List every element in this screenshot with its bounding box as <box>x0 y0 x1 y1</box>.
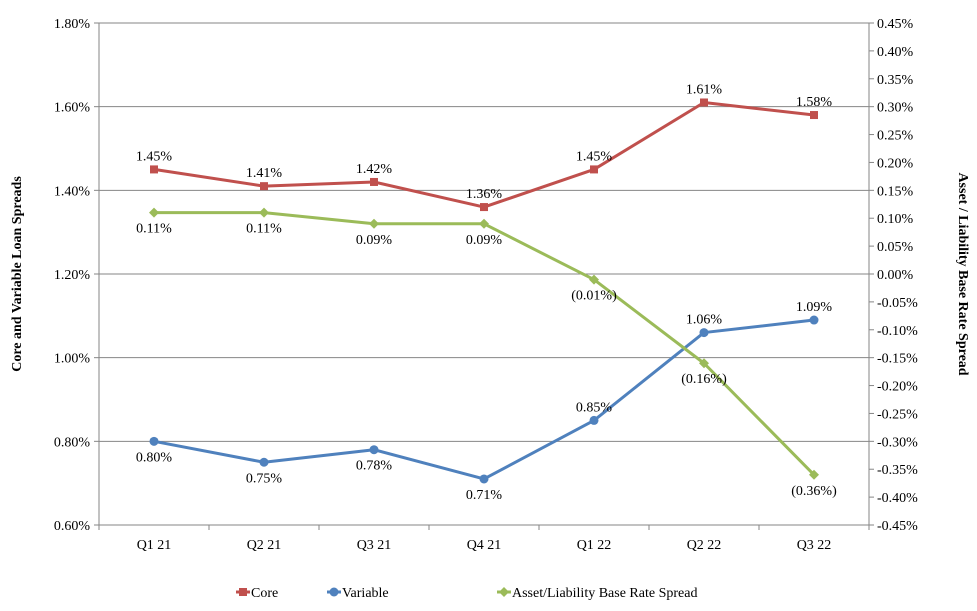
data-point-asset-liability-base-rate-spread <box>479 218 489 229</box>
data-label-core: 1.58% <box>796 95 833 110</box>
right-tick-label: 0.25% <box>877 129 914 144</box>
legend-item-core: Core <box>236 586 278 601</box>
x-tick-label: Q3 21 <box>357 538 392 553</box>
legend-swatch-marker <box>329 587 339 597</box>
data-label-core: 1.41% <box>246 166 283 181</box>
left-tick-label: 0.80% <box>54 435 91 450</box>
data-point-variable <box>809 315 819 325</box>
gridlines <box>99 106 869 442</box>
data-point-core <box>810 111 818 120</box>
legend-swatch-marker <box>239 588 247 596</box>
right-tick-label: 0.15% <box>877 184 914 199</box>
left-tick-label: 1.40% <box>54 184 91 199</box>
data-label-asset-liability-base-rate-spread: (0.16%) <box>681 372 727 387</box>
data-label-core: 1.36% <box>466 187 503 202</box>
left-axis-title: Core and Variable Loan Spreads <box>10 176 25 372</box>
data-label-asset-liability-base-rate-spread: (0.36%) <box>791 484 837 499</box>
right-tick-label: 0.00% <box>877 268 914 283</box>
data-label-asset-liability-base-rate-spread: 0.11% <box>136 222 172 237</box>
data-point-asset-liability-base-rate-spread <box>369 218 379 229</box>
data-label-core: 1.61% <box>686 82 723 97</box>
legend-label: Asset/Liability Base Rate Spread <box>512 586 697 601</box>
data-label-asset-liability-base-rate-spread: 0.09% <box>466 233 503 248</box>
data-point-core <box>590 165 598 174</box>
series-core <box>150 98 818 212</box>
left-axis-ticks: 0.60% 0.80% 1.00% 1.20% 1.40% 1.60% 1.80% <box>54 17 99 534</box>
data-label-variable: 0.71% <box>466 488 503 503</box>
right-tick-label: -0.45% <box>877 519 918 534</box>
legend-item-asset-liability-base-rate-spread: Asset/Liability Base Rate Spread <box>497 586 697 601</box>
left-tick-label: 1.80% <box>54 17 91 32</box>
data-label-variable: 0.80% <box>136 450 173 465</box>
right-tick-label: -0.05% <box>877 296 918 311</box>
right-tick-label: -0.30% <box>877 435 918 450</box>
data-point-asset-liability-base-rate-spread <box>699 358 709 369</box>
data-label-core: 1.45% <box>136 149 173 164</box>
right-tick-label: 0.40% <box>877 45 914 60</box>
x-tick-label: Q4 21 <box>467 538 502 553</box>
data-label-variable: 1.09% <box>796 300 833 315</box>
data-point-asset-liability-base-rate-spread <box>259 207 269 218</box>
x-tick-label: Q1 21 <box>137 538 172 553</box>
right-tick-label: -0.10% <box>877 324 918 339</box>
series-asset-liability-base-rate-spread <box>149 207 819 480</box>
right-tick-label: 0.10% <box>877 212 914 227</box>
data-point-variable <box>369 445 379 455</box>
data-labels: 1.45% 1.41% 1.42% 1.36% 1.45% 1.61% 1.58% 0.80%… <box>136 82 837 503</box>
data-point-variable <box>589 415 599 425</box>
legend-label: Core <box>251 586 278 601</box>
right-tick-label: 0.30% <box>877 101 914 116</box>
data-point-core <box>700 98 708 107</box>
right-tick-label: -0.15% <box>877 352 918 367</box>
right-axis-ticks: -0.45% -0.40% -0.35% -0.30% -0.25% -0.20% -0.1… <box>869 17 918 534</box>
data-label-core: 1.42% <box>356 162 393 177</box>
legend-label: Variable <box>342 586 389 601</box>
data-label-variable: 1.06% <box>686 313 723 328</box>
data-point-asset-liability-base-rate-spread <box>149 207 159 218</box>
data-label-asset-liability-base-rate-spread: (0.01%) <box>571 289 617 304</box>
data-point-core <box>150 165 158 174</box>
right-tick-label: 0.20% <box>877 156 914 171</box>
data-point-core <box>480 203 488 212</box>
series-lines <box>149 98 819 484</box>
right-tick-label: -0.20% <box>877 380 918 395</box>
legend-swatch-marker <box>499 587 509 597</box>
data-label-variable: 0.75% <box>246 471 283 486</box>
data-point-variable <box>149 436 159 446</box>
data-label-variable: 0.78% <box>356 459 393 474</box>
data-label-asset-liability-base-rate-spread: 0.09% <box>356 233 393 248</box>
right-tick-label: 0.35% <box>877 73 914 88</box>
data-point-variable <box>259 457 269 467</box>
data-point-asset-liability-base-rate-spread <box>809 469 819 480</box>
right-tick-label: -0.25% <box>877 407 918 422</box>
data-point-core <box>370 177 378 186</box>
x-axis-ticks: Q1 21 Q2 21 Q3 21 Q4 21 Q1 22 Q2 22 Q3 22 <box>98 525 870 553</box>
x-tick-label: Q1 22 <box>577 538 612 553</box>
x-tick-label: Q2 21 <box>247 538 282 553</box>
data-point-core <box>260 182 268 191</box>
right-tick-label: -0.40% <box>877 491 918 506</box>
right-axis-title: Asset / Liability Base Rate Spread <box>955 172 970 375</box>
left-tick-label: 1.60% <box>54 101 91 116</box>
left-tick-label: 0.60% <box>54 519 91 534</box>
x-tick-label: Q3 22 <box>797 538 832 553</box>
right-tick-label: 0.45% <box>877 17 914 32</box>
data-label-asset-liability-base-rate-spread: 0.11% <box>246 222 282 237</box>
legend: Core Variable Asset/Liability Base Rate Sp… <box>236 586 697 601</box>
data-point-variable <box>699 328 709 338</box>
right-tick-label: 0.05% <box>877 240 914 255</box>
x-tick-label: Q2 22 <box>687 538 722 553</box>
data-point-variable <box>479 474 489 484</box>
series-variable <box>149 315 819 484</box>
legend-item-variable: Variable <box>327 586 389 601</box>
data-point-asset-liability-base-rate-spread <box>589 274 599 285</box>
left-tick-label: 1.00% <box>54 352 91 367</box>
left-tick-label: 1.20% <box>54 268 91 283</box>
data-label-core: 1.45% <box>576 149 613 164</box>
right-tick-label: -0.35% <box>877 463 918 478</box>
data-label-variable: 0.85% <box>576 400 613 415</box>
